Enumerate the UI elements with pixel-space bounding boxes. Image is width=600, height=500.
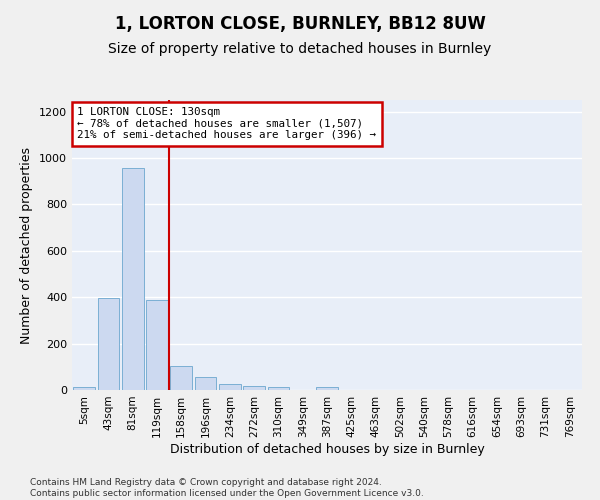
Text: 1 LORTON CLOSE: 130sqm
← 78% of detached houses are smaller (1,507)
21% of semi-: 1 LORTON CLOSE: 130sqm ← 78% of detached… [77,108,376,140]
Bar [243,386,265,390]
Bar [146,300,168,390]
Bar [316,387,338,390]
Text: 1, LORTON CLOSE, BURNLEY, BB12 8UW: 1, LORTON CLOSE, BURNLEY, BB12 8UW [115,15,485,33]
Bar [194,377,217,390]
Bar [97,298,119,390]
Bar [73,386,95,390]
Bar [170,366,192,390]
Bar [122,168,143,390]
Text: Size of property relative to detached houses in Burnley: Size of property relative to detached ho… [109,42,491,56]
Text: Contains HM Land Registry data © Crown copyright and database right 2024.
Contai: Contains HM Land Registry data © Crown c… [30,478,424,498]
Bar [268,387,289,390]
X-axis label: Distribution of detached houses by size in Burnley: Distribution of detached houses by size … [170,442,484,456]
Y-axis label: Number of detached properties: Number of detached properties [20,146,34,344]
Bar [219,384,241,390]
